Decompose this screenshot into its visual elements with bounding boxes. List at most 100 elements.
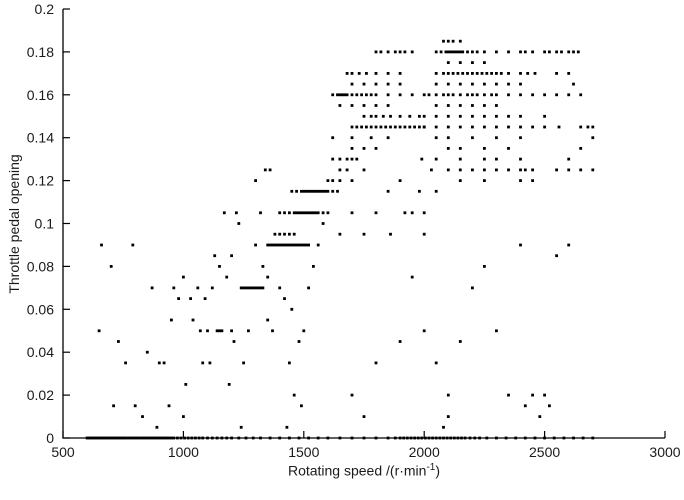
data-point bbox=[143, 436, 147, 440]
data-point bbox=[471, 286, 474, 290]
data-point bbox=[471, 104, 474, 107]
data-point bbox=[434, 114, 438, 118]
data-point bbox=[485, 436, 489, 440]
data-point bbox=[379, 50, 383, 54]
data-point bbox=[446, 50, 450, 54]
data-point bbox=[466, 93, 469, 97]
data-point bbox=[567, 168, 571, 172]
data-point bbox=[271, 329, 274, 333]
data-point bbox=[162, 361, 166, 365]
data-point bbox=[471, 50, 474, 54]
data-point bbox=[523, 168, 527, 172]
data-point bbox=[242, 361, 245, 365]
data-point bbox=[350, 72, 354, 75]
data-point bbox=[456, 50, 460, 54]
data-point bbox=[449, 436, 453, 440]
data-point bbox=[576, 50, 580, 54]
data-point bbox=[386, 72, 390, 75]
data-point bbox=[531, 393, 534, 397]
data-point bbox=[413, 125, 416, 129]
data-point bbox=[239, 425, 243, 429]
data-point bbox=[442, 72, 445, 75]
data-point bbox=[386, 93, 390, 97]
data-point bbox=[555, 93, 558, 97]
data-point bbox=[85, 436, 89, 440]
data-point bbox=[495, 82, 498, 86]
y-tick-label: 0.12 bbox=[27, 173, 54, 189]
data-point bbox=[124, 436, 127, 440]
data-point bbox=[141, 415, 144, 418]
data-point bbox=[109, 265, 113, 268]
data-point bbox=[581, 436, 585, 440]
data-point bbox=[507, 72, 510, 75]
data-point bbox=[471, 168, 474, 172]
data-point bbox=[374, 147, 378, 150]
data-point bbox=[350, 136, 354, 140]
data-point bbox=[410, 275, 414, 279]
data-point bbox=[222, 211, 226, 215]
data-point bbox=[446, 93, 450, 97]
data-point bbox=[343, 93, 347, 97]
data-point bbox=[162, 436, 166, 440]
y-tick-label: 0.18 bbox=[27, 44, 54, 60]
data-point bbox=[362, 114, 366, 118]
data-point bbox=[567, 93, 571, 97]
data-point bbox=[398, 50, 402, 54]
data-point bbox=[266, 318, 270, 322]
data-point bbox=[398, 82, 402, 86]
data-point bbox=[446, 147, 450, 150]
data-point bbox=[230, 436, 233, 440]
data-point bbox=[259, 211, 262, 215]
data-point bbox=[446, 168, 450, 172]
data-point bbox=[309, 189, 313, 193]
data-point bbox=[104, 436, 108, 440]
data-point bbox=[350, 125, 354, 129]
data-point bbox=[297, 243, 301, 247]
data-point bbox=[408, 125, 412, 129]
data-point bbox=[256, 286, 260, 290]
data-point bbox=[398, 125, 402, 129]
data-point bbox=[386, 436, 390, 440]
data-point bbox=[350, 82, 354, 86]
data-point bbox=[112, 404, 115, 408]
data-point bbox=[114, 436, 118, 440]
data-point bbox=[141, 436, 144, 440]
data-point bbox=[278, 211, 282, 215]
data-point bbox=[345, 72, 349, 75]
data-point bbox=[230, 329, 233, 333]
data-point bbox=[483, 168, 486, 172]
data-point bbox=[461, 72, 465, 75]
data-point bbox=[458, 179, 462, 182]
data-point bbox=[403, 211, 407, 215]
x-tick-label: 500 bbox=[51, 444, 75, 460]
data-point bbox=[362, 232, 366, 236]
data-point bbox=[331, 93, 335, 97]
data-point bbox=[434, 125, 438, 129]
data-point bbox=[288, 232, 291, 236]
data-point bbox=[118, 436, 122, 440]
data-point bbox=[562, 436, 566, 440]
y-tick-label: 0.2 bbox=[35, 1, 55, 17]
data-point bbox=[418, 189, 421, 193]
data-point bbox=[350, 104, 354, 107]
data-point bbox=[362, 147, 366, 150]
y-tick-label: 0.08 bbox=[27, 258, 54, 274]
data-point bbox=[519, 72, 522, 75]
data-point bbox=[471, 136, 474, 140]
data-point bbox=[374, 93, 378, 97]
data-point bbox=[259, 436, 262, 440]
data-point bbox=[189, 297, 192, 300]
data-point bbox=[523, 436, 527, 440]
data-point bbox=[480, 72, 484, 75]
data-point bbox=[297, 211, 301, 215]
data-point bbox=[338, 93, 342, 97]
data-point bbox=[198, 329, 202, 333]
data-point bbox=[442, 93, 445, 97]
data-point bbox=[434, 157, 438, 161]
data-point bbox=[446, 415, 450, 418]
data-point bbox=[398, 436, 402, 440]
data-point bbox=[126, 436, 130, 440]
data-point bbox=[136, 436, 139, 440]
data-point bbox=[531, 168, 534, 172]
data-point bbox=[244, 436, 248, 440]
